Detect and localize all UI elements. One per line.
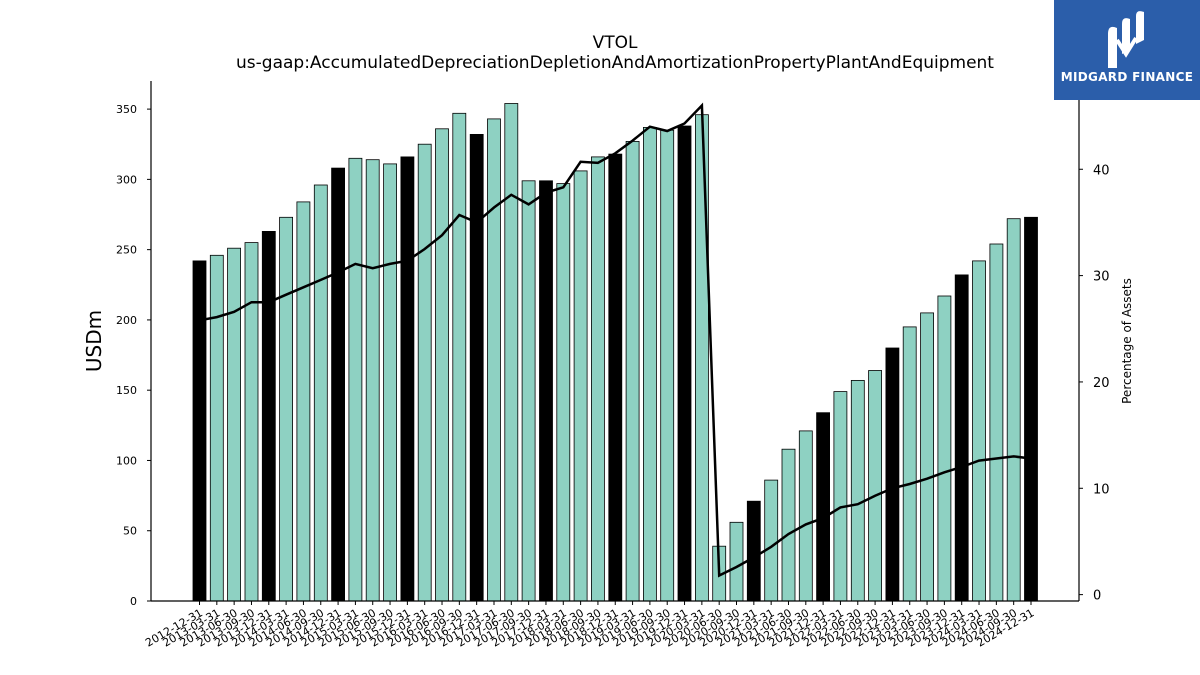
bar-2020-09-30 [729, 521, 744, 602]
bar-2023-03-31 [902, 326, 917, 602]
bar-2014-12-31 [331, 167, 346, 602]
bars-group [192, 103, 1038, 602]
bar-2023-12-31 [954, 274, 969, 602]
y-tick-label: 200 [116, 314, 137, 327]
brand-name: MIDGARD FINANCE [1060, 70, 1194, 84]
bar-2018-09-30 [591, 156, 605, 602]
y-tick-label: 250 [116, 244, 137, 257]
y-tick-label: 300 [116, 173, 137, 186]
bar-2022-06-30 [850, 379, 865, 602]
bar-2018-12-31 [608, 153, 623, 602]
y2-tick-label: 40 [1093, 163, 1110, 178]
y2-tick-label: 10 [1093, 482, 1110, 497]
bar-2017-06-30 [504, 103, 519, 602]
bar-2016-06-30 [435, 128, 449, 602]
bar-2013-12-31 [261, 230, 276, 602]
chart-title: VTOL [593, 33, 638, 53]
bar-2021-03-31 [764, 479, 779, 602]
y2-tick-label: 30 [1093, 270, 1110, 285]
bar-2024-09-30 [1006, 218, 1021, 602]
axes-group: 0501001502002503003500102030402012-12-31… [116, 81, 1110, 650]
bar-2015-12-31 [400, 156, 415, 602]
bar-2013-06-30 [227, 247, 242, 602]
bar-2024-03-31 [972, 260, 986, 602]
bar-2014-09-30 [313, 184, 328, 602]
midgard-finance-logo: MIDGARD FINANCE [1054, 0, 1200, 100]
midgard-m-logo-icon [1108, 11, 1144, 68]
bar-2014-06-30 [296, 201, 311, 602]
bar-2020-12-31 [746, 500, 761, 602]
bar-2019-12-31 [677, 125, 692, 602]
bar-2016-09-30 [452, 112, 467, 602]
bar-2013-09-30 [244, 242, 259, 602]
y-tick-label: 100 [116, 454, 137, 467]
bar-2013-03-31 [209, 254, 224, 602]
bar-2023-06-30 [920, 312, 934, 602]
chart-subtitle: us-gaap:AccumulatedDepreciationDepletion… [236, 53, 994, 73]
bar-2021-12-31 [816, 412, 830, 602]
bar-2021-09-30 [798, 430, 813, 602]
bar-2024-12-31 [1024, 216, 1038, 602]
bar-2024-06-30 [989, 243, 1004, 602]
bar-2022-12-31 [885, 347, 900, 602]
bar-2019-06-30 [643, 127, 657, 602]
bar-2020-03-31 [695, 114, 709, 602]
bar-2017-09-30 [521, 180, 536, 602]
bar-2019-03-31 [625, 140, 640, 602]
bar-2014-03-31 [279, 216, 294, 602]
bar-2015-09-30 [383, 163, 398, 602]
bar-2015-06-30 [365, 159, 380, 602]
y2-tick-label: 20 [1093, 376, 1110, 391]
y-axis-label: USDm [82, 310, 106, 372]
bar-2018-03-31 [556, 183, 571, 602]
bar-2017-03-31 [487, 118, 501, 602]
y-tick-label: 350 [116, 103, 137, 116]
bar-2023-09-30 [937, 295, 952, 602]
y2-axis-label: Percentage of Assets [1120, 278, 1134, 404]
bar-2022-09-30 [868, 370, 882, 602]
percentage-line [199, 102, 1032, 578]
y-tick-label: 0 [130, 595, 137, 608]
bar-2016-03-31 [417, 143, 432, 602]
bar-2019-09-30 [660, 129, 675, 602]
bar-2012-12-31 [192, 260, 207, 602]
bar-2021-06-30 [781, 448, 796, 602]
bar-2022-03-31 [833, 391, 848, 602]
bar-2018-06-30 [573, 170, 588, 602]
y2-tick-label: 0 [1093, 589, 1101, 604]
y-tick-label: 150 [116, 384, 137, 397]
bar-2017-12-31 [539, 180, 553, 602]
line-group [199, 102, 1032, 578]
bar-2015-03-31 [348, 157, 363, 602]
y-tick-label: 50 [123, 525, 137, 538]
bar-2016-12-31 [469, 133, 484, 602]
